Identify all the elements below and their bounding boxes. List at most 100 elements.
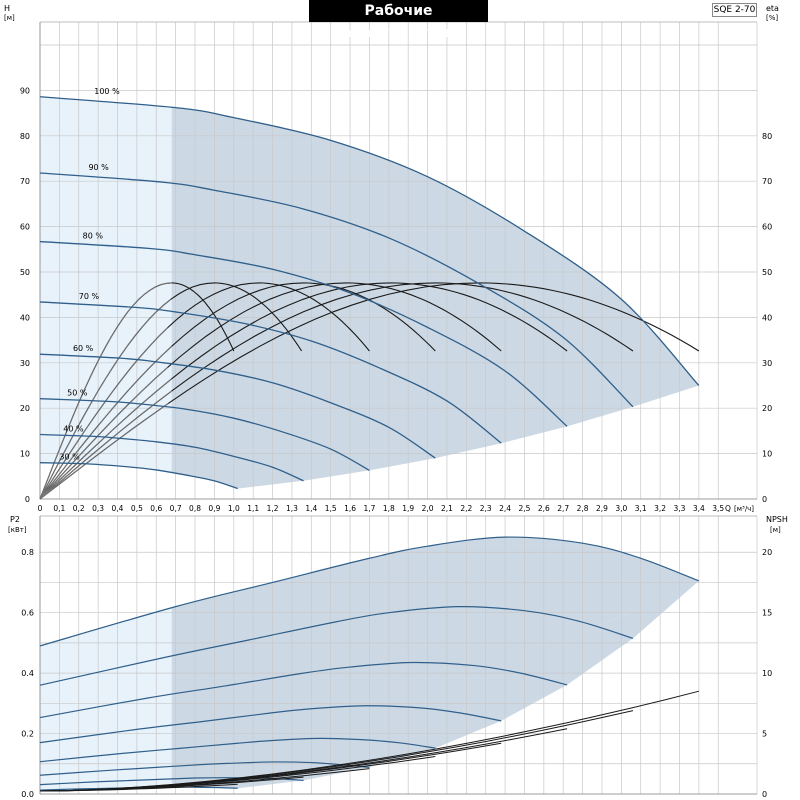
eta-axis-unit: [%] [766, 14, 778, 22]
q-tick-label: 1,3 [286, 504, 298, 513]
q-tick-label: 0,3 [92, 504, 104, 513]
eta-tick-label: 30 [762, 359, 772, 368]
q-tick-label: 3,5 [712, 504, 724, 513]
h-tick-label: 80 [20, 132, 30, 141]
q-tick-label: 0,4 [112, 504, 124, 513]
h-tick-label: 30 [20, 359, 30, 368]
eta-tick-label: 50 [762, 268, 772, 277]
speed-label: 100 % [94, 87, 120, 96]
head-curve [39, 398, 370, 471]
p2-axis-label: P2 [10, 515, 20, 524]
q-tick-label: 0 [38, 504, 43, 513]
q-tick-label: 1,4 [305, 504, 317, 513]
speed-label: 50 % [67, 389, 88, 398]
q-tick-label: 2,4 [499, 504, 511, 513]
head-curve [39, 462, 238, 490]
head-curve [39, 301, 502, 444]
power-curve [39, 606, 634, 686]
h-tick-label: 70 [20, 177, 30, 186]
q-tick-label: 2,7 [557, 504, 569, 513]
p2-tick-label: 0.4 [21, 669, 34, 678]
q-tick-label: 3,4 [693, 504, 705, 513]
efficiency-curve [39, 282, 700, 500]
h-tick-label: 0 [25, 495, 30, 504]
power-curve [39, 737, 436, 763]
efficiency-curve-minflow [39, 403, 169, 500]
efficiency-curve-minflow [39, 298, 172, 500]
power-curve [39, 705, 502, 744]
eta-tick-label: 10 [762, 450, 772, 459]
q-tick-label: 0,5 [131, 504, 143, 513]
h-tick-label: 20 [20, 404, 30, 413]
q-tick-label: 1,9 [402, 504, 414, 513]
npsh-tick-label: 5 [762, 730, 767, 739]
p2-tick-label: 0.6 [21, 609, 34, 618]
q-tick-label: 1,0 [228, 504, 240, 513]
p2-tick-label: 0.2 [21, 730, 34, 739]
efficiency-curve-minflow [39, 367, 168, 500]
lower-min-flow-zone [40, 607, 172, 791]
head-curve [39, 96, 700, 386]
eta-tick-label: 60 [762, 223, 772, 232]
eta-tick-label: 40 [762, 313, 772, 322]
eta-tick-label: 20 [762, 404, 772, 413]
q-tick-label: 2,8 [577, 504, 589, 513]
q-tick-label: 2,1 [441, 504, 453, 513]
eta-tick-label: 80 [762, 132, 772, 141]
npsh-axis-label: NPSH [766, 515, 788, 524]
efficiency-curve-minflow [39, 282, 172, 500]
q-axis-label: Q [725, 504, 731, 513]
npsh-curve [39, 783, 238, 792]
q-tick-label: 1,1 [247, 504, 259, 513]
p2-tick-label: 0.0 [21, 790, 34, 799]
h-tick-label: 50 [20, 268, 30, 277]
speed-label: 60 % [73, 344, 94, 353]
head-curve [39, 433, 304, 482]
p2-axis-unit: [кВт] [8, 526, 27, 534]
q-tick-label: 3,1 [635, 504, 647, 513]
speed-label: 30 % [59, 453, 80, 462]
q-tick-label: 1,6 [344, 504, 356, 513]
h-axis-unit: [м] [4, 14, 15, 22]
npsh-tick-label: 10 [762, 669, 772, 678]
h-tick-label: 90 [20, 86, 30, 95]
q-tick-label: 2,9 [596, 504, 608, 513]
q-tick-label: 0,2 [73, 504, 85, 513]
q-tick-label: 0,6 [150, 504, 162, 513]
eta-axis-label: eta [766, 4, 779, 13]
npsh-tick-label: 0 [762, 790, 767, 799]
speed-label: 90 % [88, 163, 109, 172]
power-curve [39, 661, 568, 719]
efficiency-curve-minflow [39, 327, 169, 500]
h-axis-label: H [4, 4, 10, 13]
q-tick-label: 2,2 [460, 504, 472, 513]
q-tick-label: 2,6 [538, 504, 550, 513]
h-tick-label: 40 [20, 313, 30, 322]
speed-label: 40 % [63, 425, 84, 434]
q-tick-label: 2,0 [422, 504, 434, 513]
speed-label: 70 % [79, 292, 100, 301]
q-tick-label: 2,5 [518, 504, 530, 513]
efficiency-curve-minflow [39, 345, 173, 500]
head-curve [39, 240, 568, 427]
q-tick-label: 0,1 [53, 504, 65, 513]
q-tick-label: 1,8 [383, 504, 395, 513]
p2-tick-label: 0.8 [21, 548, 34, 557]
speed-label: 80 % [83, 232, 104, 241]
q-tick-label: 3,0 [615, 504, 627, 513]
efficiency-curve-minflow [39, 390, 173, 500]
efficiency-curve-minflow [39, 378, 172, 500]
q-tick-label: 1,7 [363, 504, 375, 513]
head-curve [39, 172, 634, 408]
q-tick-label: 3,3 [674, 504, 686, 513]
eta-tick-label: 70 [762, 177, 772, 186]
q-tick-label: 3,2 [654, 504, 666, 513]
power-curve [39, 536, 700, 647]
head-curve [39, 353, 436, 459]
q-tick-label: 1,5 [325, 504, 337, 513]
eta-tick-label: 0 [762, 495, 767, 504]
h-tick-label: 10 [20, 450, 30, 459]
q-tick-label: 1,2 [267, 504, 279, 513]
npsh-axis-unit: [м] [770, 526, 781, 534]
